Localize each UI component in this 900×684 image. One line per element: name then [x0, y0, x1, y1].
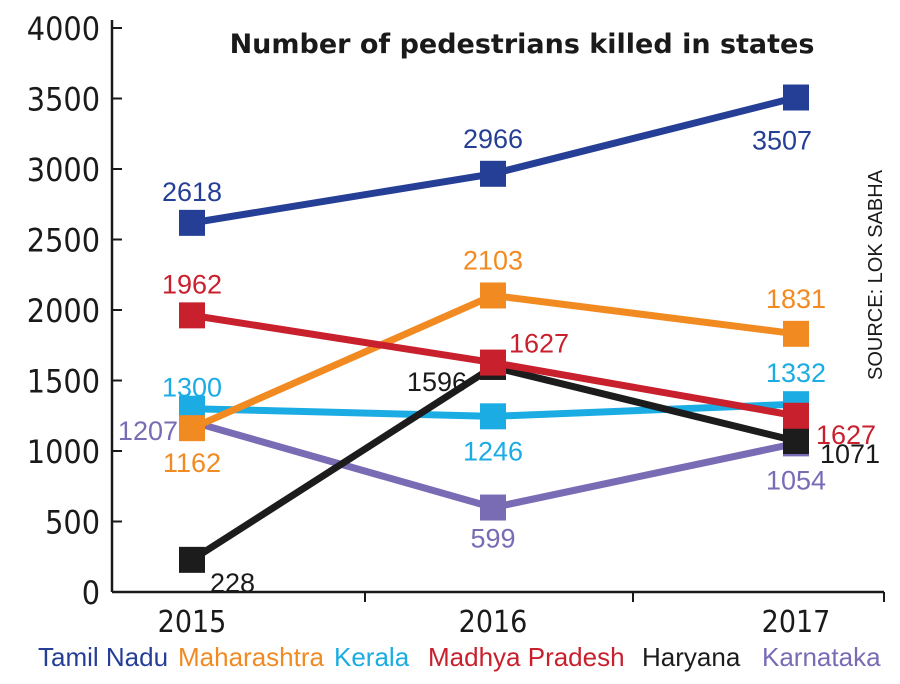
data-label: 1071 — [820, 439, 880, 469]
data-label: 1831 — [766, 284, 826, 314]
data-point — [179, 209, 205, 236]
data-label: 2618 — [162, 177, 222, 207]
x-tick-label: 2017 — [762, 605, 831, 640]
y-tick-label: 0 — [82, 574, 100, 612]
data-label: 1627 — [816, 420, 876, 450]
data-labels: 2618 2966 3507 1162 2103 1831 1300 1246 1332 1962… — [118, 124, 880, 598]
data-point — [480, 160, 506, 187]
data-point — [783, 84, 809, 111]
y-tick-label: 3500 — [27, 81, 100, 119]
data-label: 1962 — [162, 269, 222, 299]
data-label: 1054 — [766, 465, 826, 495]
x-tick-label: 2015 — [158, 605, 227, 640]
y-tick-label: 500 — [45, 504, 100, 542]
axes: 0 500 1000 1500 2000 2500 3000 3500 4000 2015 2016… — [27, 10, 885, 640]
series-markers — [179, 84, 809, 573]
data-point — [179, 546, 205, 573]
data-point — [783, 320, 809, 347]
data-label: 2103 — [463, 245, 523, 275]
y-tick-label: 4000 — [27, 10, 100, 48]
data-label: 1596 — [407, 367, 467, 397]
data-point — [179, 415, 205, 442]
legend-item: Maharashtra — [178, 642, 324, 672]
legend-item: Haryana — [642, 642, 741, 672]
data-point — [480, 349, 506, 376]
legend-item: Madhya Pradesh — [428, 642, 625, 672]
data-label: 1300 — [162, 373, 222, 403]
data-label: 1162 — [163, 448, 221, 478]
y-tick-label: 2000 — [27, 292, 100, 330]
data-label: 228 — [210, 568, 255, 598]
legend-item: Kerala — [334, 642, 410, 672]
data-point — [783, 427, 809, 454]
chart-title: Number of pedestrians killed in states — [230, 29, 815, 60]
legend: Tamil Nadu Maharashtra Kerala Madhya Prades… — [38, 642, 881, 672]
data-label: 1246 — [463, 436, 523, 466]
data-label: 599 — [470, 524, 515, 554]
data-label: 1627 — [509, 329, 569, 359]
legend-item: Tamil Nadu — [38, 642, 168, 672]
data-point — [783, 402, 809, 429]
data-label: 2966 — [463, 124, 523, 154]
series-line — [191, 94, 797, 227]
data-label: 1332 — [766, 358, 826, 388]
y-tick-label: 3000 — [27, 151, 100, 189]
data-point — [480, 403, 506, 430]
data-label: 1207 — [118, 416, 178, 446]
legend-item: Karnataka — [762, 642, 881, 672]
data-point — [480, 494, 506, 521]
data-point — [179, 302, 205, 329]
x-tick-label: 2016 — [459, 605, 528, 640]
y-tick-label: 1000 — [27, 433, 100, 471]
y-tick-label: 2500 — [27, 222, 100, 260]
data-point — [480, 282, 506, 309]
source-note: SOURCE: LOK SABHA — [865, 169, 887, 380]
data-label: 3507 — [752, 126, 812, 156]
y-tick-label: 1500 — [27, 363, 100, 401]
